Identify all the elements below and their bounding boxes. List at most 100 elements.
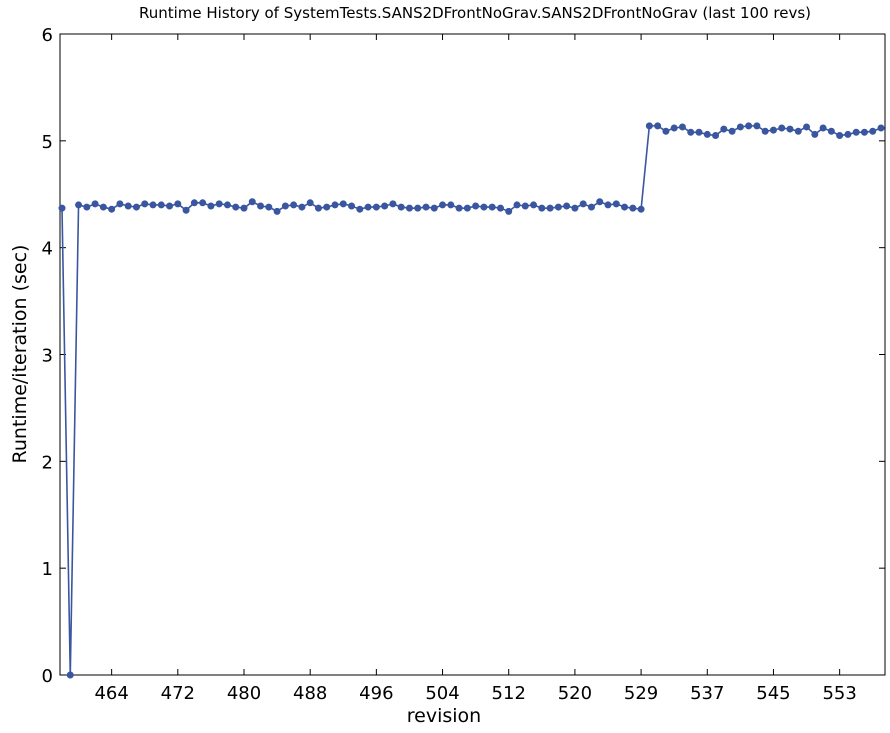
data-point <box>323 203 331 211</box>
data-point <box>124 202 132 210</box>
data-point <box>712 131 720 139</box>
x-tick-label: 488 <box>293 683 327 704</box>
data-point <box>530 201 538 209</box>
data-point <box>215 200 223 208</box>
x-tick-label: 537 <box>690 683 724 704</box>
data-point <box>513 201 521 209</box>
y-tick-label: 3 <box>42 346 53 367</box>
data-point <box>852 128 860 136</box>
data-point <box>314 204 322 212</box>
y-axis-label: Runtime/iteration (sec) <box>9 245 31 464</box>
x-tick-label: 529 <box>624 683 658 704</box>
data-point <box>75 201 83 209</box>
data-point <box>422 203 430 211</box>
data-point <box>579 200 587 208</box>
data-point <box>587 203 595 211</box>
x-tick-label: 496 <box>359 683 393 704</box>
x-tick-label: 480 <box>227 683 261 704</box>
data-point <box>778 124 786 132</box>
x-tick-label: 464 <box>94 683 128 704</box>
data-point <box>621 203 629 211</box>
data-point <box>571 204 579 212</box>
data-point <box>223 201 231 209</box>
data-point <box>480 203 488 211</box>
y-tick-label: 1 <box>42 559 53 580</box>
data-point <box>447 201 455 209</box>
data-point <box>190 199 198 207</box>
data-point <box>654 122 662 130</box>
x-axis: 464 472 480 488 496 504 512 520 529 537 545 553 <box>94 34 857 704</box>
data-point <box>538 204 546 212</box>
data-point <box>290 201 298 209</box>
data-point <box>372 203 380 211</box>
series-points <box>58 122 885 679</box>
data-point <box>695 128 703 136</box>
plot-area <box>59 33 886 676</box>
series-line <box>61 125 882 676</box>
data-point <box>439 201 447 209</box>
data-point <box>141 200 149 208</box>
data-point <box>629 204 637 212</box>
data-point <box>860 128 868 136</box>
x-tick-label: 545 <box>756 683 790 704</box>
data-point <box>199 199 207 207</box>
data-point <box>554 203 562 211</box>
y-tick-label: 6 <box>42 25 53 46</box>
y-tick-label: 0 <box>42 666 53 687</box>
data-point <box>298 203 306 211</box>
data-point <box>662 127 670 135</box>
data-point <box>116 200 124 208</box>
y-tick-label: 5 <box>42 132 53 153</box>
x-axis-label: revision <box>407 705 481 727</box>
data-point <box>455 204 463 212</box>
data-point <box>83 203 91 211</box>
y-tick-label: 2 <box>42 452 53 473</box>
data-point <box>488 203 496 211</box>
data-point <box>836 131 844 139</box>
data-point <box>496 204 504 212</box>
data-point <box>174 200 182 208</box>
data-point <box>827 127 835 135</box>
data-point <box>149 201 157 209</box>
data-point <box>604 201 612 209</box>
data-point <box>157 201 165 209</box>
data-point <box>108 205 116 213</box>
x-tick-label: 520 <box>558 683 592 704</box>
data-point <box>753 122 761 130</box>
data-point <box>91 200 99 208</box>
data-point <box>182 206 190 214</box>
data-point <box>728 127 736 135</box>
x-tick-label: 512 <box>492 683 526 704</box>
data-point <box>869 127 877 135</box>
data-point <box>720 125 728 133</box>
data-point <box>521 202 529 210</box>
data-point <box>405 204 413 212</box>
data-point <box>356 205 364 213</box>
data-point <box>736 123 744 131</box>
data-point <box>232 203 240 211</box>
data-point <box>472 202 480 210</box>
data-point <box>273 207 281 215</box>
x-tick-label: 553 <box>822 683 856 704</box>
data-point <box>166 202 174 210</box>
data-point <box>811 130 819 138</box>
data-point <box>339 200 347 208</box>
data-point <box>132 203 140 211</box>
data-point <box>687 128 695 136</box>
data-point <box>99 203 107 211</box>
data-point <box>364 203 372 211</box>
data-point <box>803 123 811 131</box>
data-point <box>769 126 777 134</box>
data-point <box>306 199 314 207</box>
data-point <box>794 127 802 135</box>
data-point <box>265 203 273 211</box>
data-point <box>207 202 215 210</box>
data-point <box>596 198 604 206</box>
data-point <box>745 122 753 130</box>
data-point <box>381 202 389 210</box>
data-point <box>670 124 678 132</box>
y-axis: 0 1 2 3 4 5 6 <box>42 25 885 687</box>
data-point <box>786 125 794 133</box>
data-point <box>844 130 852 138</box>
